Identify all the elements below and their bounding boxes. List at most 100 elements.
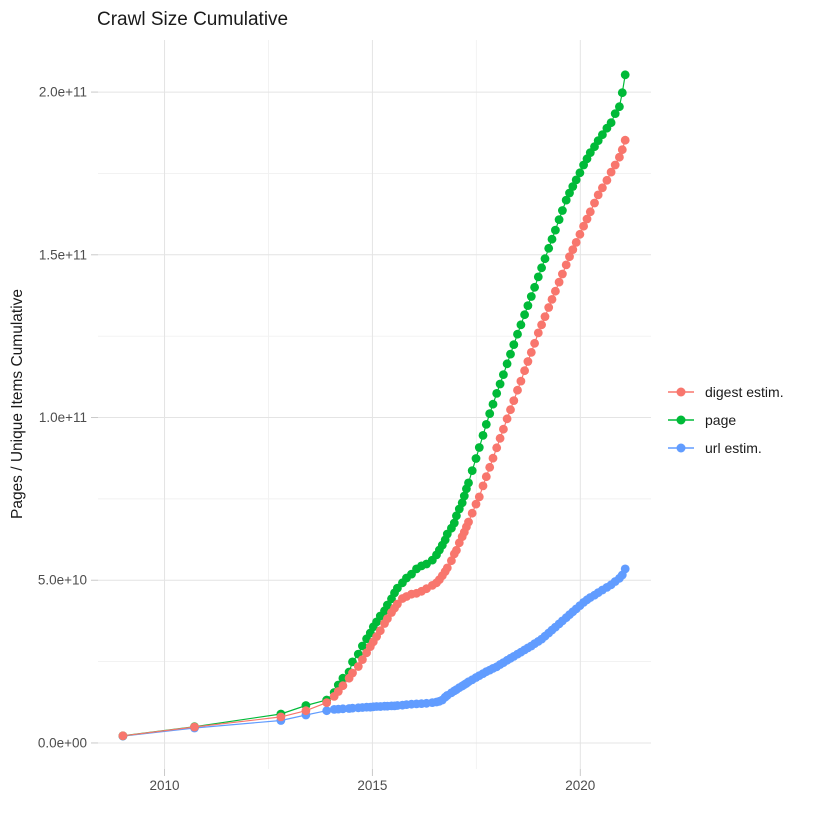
chart-title: Crawl Size Cumulative — [97, 9, 288, 30]
data-point-page — [571, 175, 581, 185]
data-point-digest-estim — [190, 722, 199, 732]
series-digest-estim — [118, 135, 630, 741]
data-point-digest-estim — [301, 706, 311, 716]
data-point-digest-estim — [590, 198, 599, 208]
data-point-digest-estim — [602, 175, 612, 185]
data-point-digest-estim — [464, 517, 473, 527]
data-point-page — [523, 301, 533, 310]
data-point-page — [467, 466, 477, 475]
data-point-page — [610, 109, 620, 118]
data-point-digest-estim — [358, 655, 367, 664]
data-point-page — [516, 320, 526, 330]
data-point-url-estim — [338, 704, 348, 714]
data-point-page — [509, 340, 519, 349]
data-point-digest-estim — [442, 563, 452, 573]
data-point-page — [358, 641, 367, 651]
data-point-digest-estim — [620, 135, 630, 145]
data-point-digest-estim — [495, 433, 505, 443]
data-point-page — [478, 431, 488, 440]
data-point-page — [471, 454, 481, 463]
data-point-digest-estim — [551, 286, 560, 296]
y-tick-label: 2.0e+11 — [39, 85, 87, 100]
y-tick-label: 0.0e+00 — [38, 735, 87, 750]
data-point-digest-estim — [547, 295, 557, 304]
data-point-page — [547, 234, 557, 244]
minor-gridlines — [98, 40, 651, 769]
data-point-url-estim — [620, 564, 630, 574]
data-point-digest-estim — [579, 221, 588, 231]
data-point-page — [502, 359, 512, 369]
data-point-digest-estim — [516, 376, 526, 386]
data-point-digest-estim — [561, 260, 571, 270]
data-point-digest-estim — [617, 145, 627, 155]
legend-label-url-estim: url estim. — [705, 440, 762, 456]
data-point-digest-estim — [471, 499, 481, 509]
legend-entry-page: page — [666, 406, 784, 434]
legend-label-digest-estim: digest estim. — [705, 384, 784, 400]
data-point-page — [565, 188, 574, 198]
data-point-digest-estim — [488, 453, 498, 463]
data-point-page — [606, 118, 616, 128]
data-point-page — [526, 292, 536, 301]
data-point-digest-estim — [598, 183, 607, 193]
data-point-digest-estim — [506, 405, 515, 415]
data-point-page — [492, 389, 502, 398]
data-point-page — [452, 511, 461, 521]
data-point-digest-estim — [575, 229, 585, 239]
data-point-digest-estim — [322, 698, 332, 707]
legend-entry-url-estim: url estim. — [666, 434, 784, 462]
data-point-page — [544, 243, 554, 253]
data-point-page — [338, 673, 348, 683]
data-point-page — [513, 329, 522, 339]
data-point-digest-estim — [353, 662, 363, 671]
data-point-page — [575, 168, 585, 178]
data-point-page — [537, 263, 546, 273]
legend-label-page: page — [705, 412, 737, 428]
data-point-digest-estim — [533, 328, 543, 338]
data-point-digest-estim — [610, 160, 620, 170]
y-tick-label: 1.5e+11 — [39, 247, 87, 262]
legend-entry-digest-estim: digest estim. — [666, 378, 784, 406]
data-point-page — [485, 409, 495, 418]
data-point-page — [520, 310, 529, 320]
x-axis-tick-labels: 2010 2015 2020 — [150, 778, 596, 793]
data-point-digest-estim — [537, 320, 546, 330]
data-point-digest-estim — [513, 385, 522, 395]
data-point-page — [481, 420, 491, 429]
data-point-page — [499, 370, 508, 379]
data-point-digest-estim — [276, 712, 286, 722]
y-tick-label: 1.0e+11 — [39, 410, 87, 425]
data-point-page — [558, 206, 567, 215]
x-tick-label: 2015 — [357, 778, 387, 793]
series-page — [118, 70, 630, 741]
data-point-page — [449, 518, 459, 528]
data-point-digest-estim — [544, 303, 554, 312]
y-tick-label: 5.0e+10 — [38, 573, 87, 588]
data-point-digest-estim — [338, 681, 348, 691]
data-point-page — [474, 443, 484, 452]
data-point-digest-estim — [571, 238, 581, 247]
data-point-digest-estim — [554, 277, 564, 287]
data-point-url-estim — [322, 706, 332, 716]
data-point-digest-estim — [582, 214, 592, 224]
series-url-estim — [118, 564, 630, 741]
x-tick-label: 2020 — [565, 778, 595, 793]
data-point-page — [506, 349, 515, 359]
data-point-digest-estim — [499, 424, 508, 434]
data-point-page — [457, 498, 467, 508]
data-point-page — [620, 70, 630, 80]
data-point-digest-estim — [530, 338, 539, 348]
data-point-digest-estim — [593, 190, 603, 200]
data-point-page — [561, 195, 571, 205]
data-point-page — [568, 182, 578, 191]
data-series-layer — [118, 70, 630, 741]
data-point-digest-estim — [523, 357, 533, 366]
data-point-digest-estim — [492, 443, 502, 453]
legend: digest estim. page url estim. — [666, 378, 784, 462]
data-point-digest-estim — [452, 545, 461, 555]
data-point-digest-estim — [565, 252, 574, 262]
data-point-digest-estim — [348, 668, 357, 678]
legend-key-digest-estim-icon — [668, 387, 694, 397]
axis-tick-marks — [91, 91, 581, 776]
